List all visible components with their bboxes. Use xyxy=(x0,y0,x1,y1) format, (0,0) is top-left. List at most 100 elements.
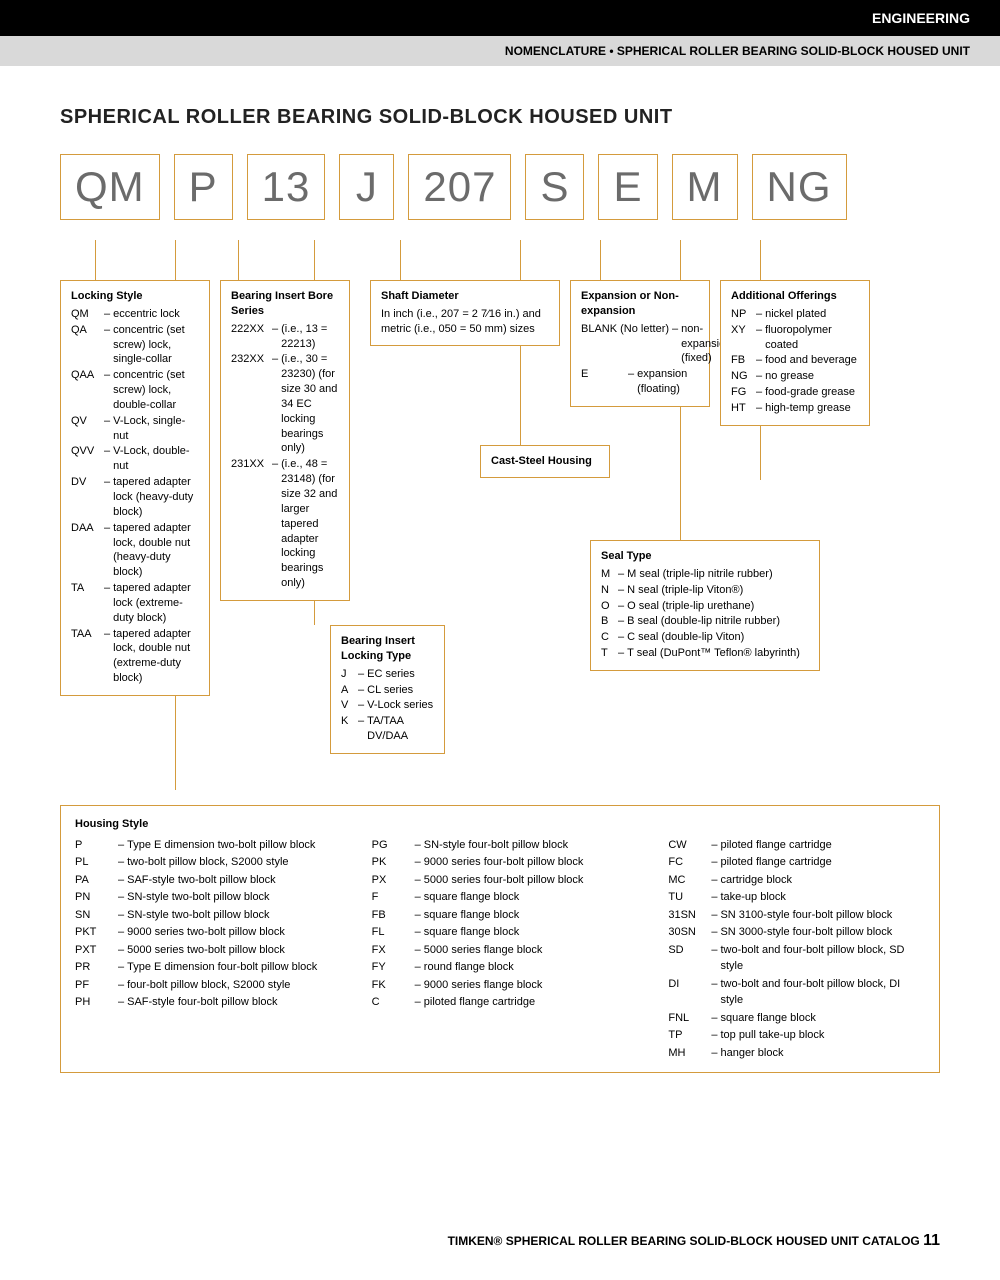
dash: – xyxy=(104,444,110,474)
housing-row: C–piloted flange cartridge xyxy=(372,994,629,1011)
def-text: expansion (floating) xyxy=(637,367,699,397)
def-code: TAA xyxy=(71,627,101,686)
housing-code: MH xyxy=(668,1045,708,1062)
def-code: C xyxy=(601,630,615,645)
locking-type-title: Bearing Insert Locking Type xyxy=(341,634,434,664)
def-code: A xyxy=(341,683,355,698)
housing-code: PG xyxy=(372,837,412,854)
housing-text: round flange block xyxy=(424,959,514,976)
dash: – xyxy=(415,942,421,959)
def-code: NG xyxy=(731,369,753,384)
def-text: C seal (double-lip Viton) xyxy=(627,630,809,645)
dash: – xyxy=(618,583,624,598)
dash: – xyxy=(358,683,364,698)
def-text: V-Lock series xyxy=(367,698,434,713)
housing-row: FK–9000 series flange block xyxy=(372,977,629,994)
housing-row: SN–SN-style two-bolt pillow block xyxy=(75,907,332,924)
housing-code: PL xyxy=(75,854,115,871)
housing-code: C xyxy=(372,994,412,1011)
dash: – xyxy=(618,646,624,661)
dash: – xyxy=(415,837,421,854)
housing-code: FY xyxy=(372,959,412,976)
housing-text: SN 3100-style four-bolt pillow block xyxy=(720,907,892,924)
housing-code: F xyxy=(372,889,412,906)
dash: – xyxy=(104,307,110,322)
def-text: nickel plated xyxy=(765,307,859,322)
dash: – xyxy=(756,353,762,368)
housing-code: P xyxy=(75,837,115,854)
def-code: E xyxy=(581,367,625,397)
dash: – xyxy=(118,889,124,906)
housing-text: SN-style two-bolt pillow block xyxy=(127,889,269,906)
housing-text: 5000 series flange block xyxy=(424,942,543,959)
housing-col-2: PG–SN-style four-bolt pillow blockPK–900… xyxy=(372,837,629,1063)
housing-row: PN–SN-style two-bolt pillow block xyxy=(75,889,332,906)
nomenclature-code-row: QM P 13 J 207 S E M NG xyxy=(60,154,940,220)
dash: – xyxy=(118,837,124,854)
cast-steel-title: Cast-Steel Housing xyxy=(491,454,599,469)
housing-code: PX xyxy=(372,872,412,889)
dash: – xyxy=(415,959,421,976)
definition-row: QV–V-Lock, single-nut xyxy=(71,414,199,444)
code-ng: NG xyxy=(752,154,847,220)
housing-text: 5000 series four-bolt pillow block xyxy=(424,872,584,889)
dash: – xyxy=(118,959,124,976)
def-code: FB xyxy=(731,353,753,368)
definition-row: TAA–tapered adapter lock, double nut (ex… xyxy=(71,627,199,686)
housing-text: cartridge block xyxy=(720,872,792,889)
dash: – xyxy=(358,714,364,744)
dash: – xyxy=(104,368,110,413)
definition-row: FB–food and beverage xyxy=(731,353,859,368)
def-text: T seal (DuPont™ Teflon® labyrinth) xyxy=(627,646,809,661)
header-black-bar: ENGINEERING xyxy=(0,0,1000,36)
housing-row: P–Type E dimension two-bolt pillow block xyxy=(75,837,332,854)
housing-text: SN-style two-bolt pillow block xyxy=(127,907,269,924)
housing-row: MH–hanger block xyxy=(668,1045,925,1062)
housing-text: SAF-style four-bolt pillow block xyxy=(127,994,277,1011)
dash: – xyxy=(415,977,421,994)
dash: – xyxy=(104,581,110,626)
def-code: QA xyxy=(71,323,101,368)
housing-code: 30SN xyxy=(668,924,708,941)
additional-box: Additional Offerings NP–nickel platedXY–… xyxy=(720,280,870,426)
housing-code: PN xyxy=(75,889,115,906)
dash: – xyxy=(104,521,110,580)
housing-row: 31SN–SN 3100-style four-bolt pillow bloc… xyxy=(668,907,925,924)
housing-row: 30SN–SN 3000-style four-bolt pillow bloc… xyxy=(668,924,925,941)
housing-row: FY–round flange block xyxy=(372,959,629,976)
housing-row: FX–5000 series flange block xyxy=(372,942,629,959)
housing-code: TU xyxy=(668,889,708,906)
dash: – xyxy=(618,567,624,582)
dash: – xyxy=(415,872,421,889)
dash: – xyxy=(711,1010,717,1027)
housing-row: SD–two-bolt and four-bolt pillow block, … xyxy=(668,942,925,975)
def-code: M xyxy=(601,567,615,582)
dash: – xyxy=(104,323,110,368)
housing-text: piloted flange cartridge xyxy=(720,854,831,871)
locking-type-box: Bearing Insert Locking Type J–EC seriesA… xyxy=(330,625,445,754)
housing-code: 31SN xyxy=(668,907,708,924)
def-text: high-temp grease xyxy=(765,401,859,416)
def-code: QVV xyxy=(71,444,101,474)
housing-text: take-up block xyxy=(720,889,785,906)
def-code: N xyxy=(601,583,615,598)
cast-steel-box: Cast-Steel Housing xyxy=(480,445,610,478)
housing-row: FC–piloted flange cartridge xyxy=(668,854,925,871)
housing-row: FB–square flange block xyxy=(372,907,629,924)
housing-code: SN xyxy=(75,907,115,924)
housing-text: 9000 series four-bolt pillow block xyxy=(424,854,584,871)
dash: – xyxy=(711,976,717,1009)
housing-row: PX–5000 series four-bolt pillow block xyxy=(372,872,629,889)
definition-row: NP–nickel plated xyxy=(731,307,859,322)
definition-row: 231XX–(i.e., 48 = 23148) (for size 32 an… xyxy=(231,457,339,591)
housing-code: DI xyxy=(668,976,708,1009)
connector xyxy=(95,240,96,280)
def-code: 231XX xyxy=(231,457,269,591)
housing-row: PH–SAF-style four-bolt pillow block xyxy=(75,994,332,1011)
housing-code: PXT xyxy=(75,942,115,959)
housing-row: DI–two-bolt and four-bolt pillow block, … xyxy=(668,976,925,1009)
housing-text: SN 3000-style four-bolt pillow block xyxy=(720,924,892,941)
dash: – xyxy=(618,614,624,629)
definition-row: FG–food-grade grease xyxy=(731,385,859,400)
definition-row: QVV–V-Lock, double-nut xyxy=(71,444,199,474)
